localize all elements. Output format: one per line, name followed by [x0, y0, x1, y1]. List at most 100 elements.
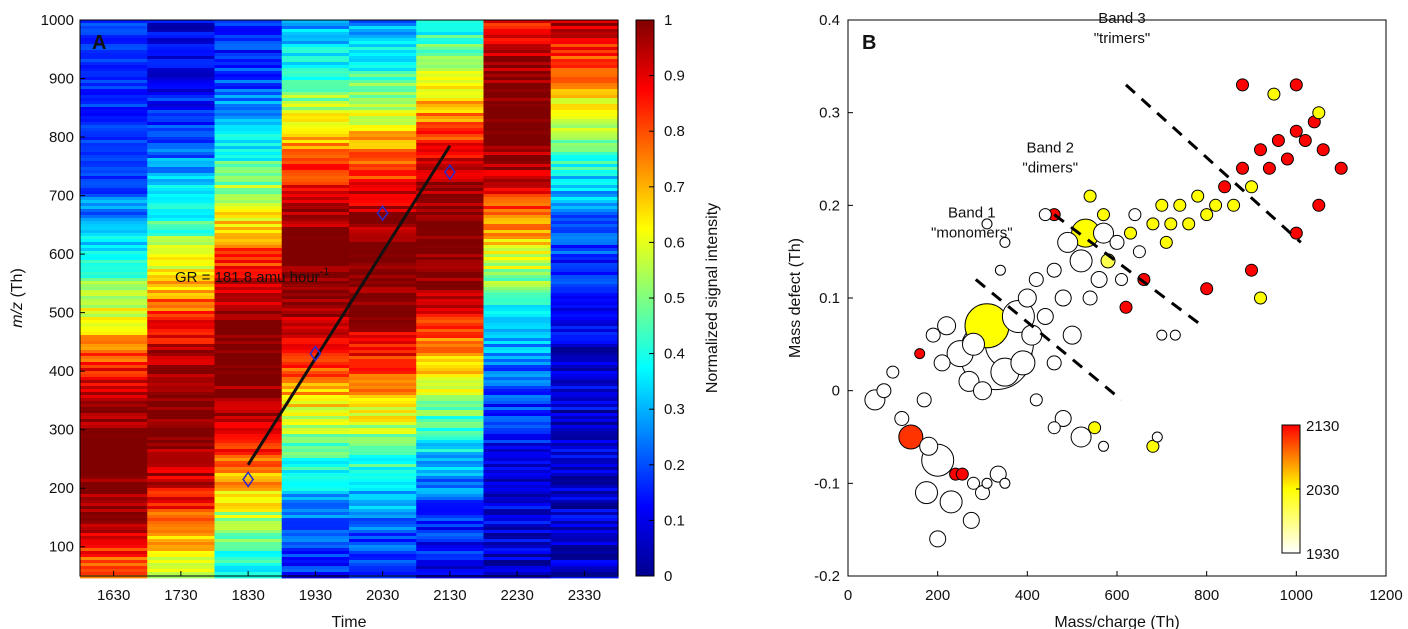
heatmap-cell	[416, 329, 485, 333]
heatmap-cell	[281, 362, 350, 366]
heatmap-cell	[214, 386, 283, 390]
heatmap-cell	[80, 347, 148, 351]
heatmap-cell	[349, 467, 417, 471]
heatmap-cell	[214, 38, 283, 42]
heatmap-cell	[281, 455, 350, 459]
heatmap-cell	[483, 536, 552, 540]
heatmap-cell	[349, 485, 417, 489]
heatmap-cell	[80, 281, 148, 285]
heatmap-cell	[349, 80, 417, 84]
heatmap-cell	[416, 20, 485, 24]
heatmap-cell	[550, 221, 619, 225]
heatmap-cell	[80, 275, 148, 279]
heatmap-cell	[550, 485, 619, 489]
heatmap-cell	[550, 521, 619, 525]
heatmap-cell	[80, 416, 148, 420]
heatmap-cell	[416, 521, 485, 525]
heatmap-cell	[550, 233, 619, 237]
heatmap-cell	[349, 566, 417, 570]
scatter-point	[958, 370, 980, 392]
heatmap-cell	[483, 56, 552, 60]
heatmap-cell	[483, 176, 552, 180]
heatmap-cell	[214, 119, 283, 123]
scatter-point	[919, 436, 939, 456]
heatmap-cell	[550, 47, 619, 51]
heatmap-cell	[349, 446, 417, 450]
heatmap-cell	[416, 44, 485, 48]
heatmap-cell	[281, 212, 350, 216]
heatmap-cell	[80, 404, 148, 408]
colorbar-a-tick-label: 0	[664, 568, 672, 585]
heatmap-cell	[550, 56, 619, 60]
heatmap-cell	[214, 500, 283, 504]
x-tick-label-a: 2130	[433, 587, 466, 604]
heatmap-cell	[416, 266, 485, 270]
heatmap-cell	[349, 41, 417, 45]
heatmap-cell	[214, 251, 283, 255]
scatter-point	[1010, 350, 1036, 376]
heatmap-cell	[349, 182, 417, 186]
heatmap-cell	[214, 314, 283, 318]
heatmap-cell	[214, 410, 283, 414]
heatmap-cell	[550, 464, 619, 468]
heatmap-cell	[483, 503, 552, 507]
heatmap-cell	[214, 401, 283, 405]
heatmap-cell	[483, 368, 552, 372]
heatmap-cell	[214, 257, 283, 261]
heatmap-cell	[416, 239, 485, 243]
heatmap-cell	[80, 32, 148, 36]
heatmap-cell	[80, 464, 148, 468]
heatmap-cell	[214, 560, 283, 564]
heatmap-cell	[550, 443, 619, 447]
heatmap-cell	[214, 44, 283, 48]
heatmap-cell	[349, 428, 417, 432]
heatmap-cell	[550, 305, 619, 309]
heatmap-cell	[349, 383, 417, 387]
heatmap-cell	[281, 431, 350, 435]
heatmap-cell	[281, 413, 350, 417]
heatmap-cell	[483, 467, 552, 471]
heatmap-cell	[214, 524, 283, 528]
heatmap-cell	[349, 155, 417, 159]
heatmap-cell	[147, 419, 216, 423]
heatmap-cell	[483, 440, 552, 444]
heatmap-cell	[281, 20, 350, 24]
heatmap-cell	[281, 221, 350, 225]
heatmap-cell	[349, 170, 417, 174]
heatmap-cell	[349, 86, 417, 90]
heatmap-cell	[147, 371, 216, 375]
heatmap-cell	[214, 185, 283, 189]
heatmap-cell	[147, 98, 216, 102]
heatmap-cell	[214, 434, 283, 438]
heatmap-cell	[550, 107, 619, 111]
heatmap-cell	[550, 344, 619, 348]
heatmap-cell	[550, 134, 619, 138]
heatmap-cell	[147, 326, 216, 330]
heatmap-cell	[416, 557, 485, 561]
heatmap-cell	[147, 392, 216, 396]
heatmap-cell	[147, 533, 216, 537]
heatmap-cell	[80, 278, 148, 282]
heatmap-cell	[214, 116, 283, 120]
heatmap-cell	[349, 143, 417, 147]
heatmap-cell	[550, 86, 619, 90]
heatmap-cell	[483, 149, 552, 153]
heatmap-cell	[349, 500, 417, 504]
heatmap-cell	[550, 446, 619, 450]
heatmap-cell	[416, 116, 485, 120]
heatmap-cell	[550, 29, 619, 33]
heatmap-cell	[483, 473, 552, 477]
heatmap-cell	[214, 74, 283, 78]
heatmap-cell	[483, 131, 552, 135]
heatmap-cell	[80, 260, 148, 264]
heatmap-cell	[483, 101, 552, 105]
heatmap-cell	[483, 215, 552, 219]
heatmap-cell	[349, 356, 417, 360]
heatmap-cell	[483, 320, 552, 324]
scatter-point	[973, 381, 992, 401]
heatmap-cell	[550, 20, 619, 24]
heatmap-cell	[281, 521, 350, 525]
heatmap-cell	[483, 263, 552, 267]
heatmap-cell	[483, 170, 552, 174]
heatmap-cell	[550, 353, 619, 357]
